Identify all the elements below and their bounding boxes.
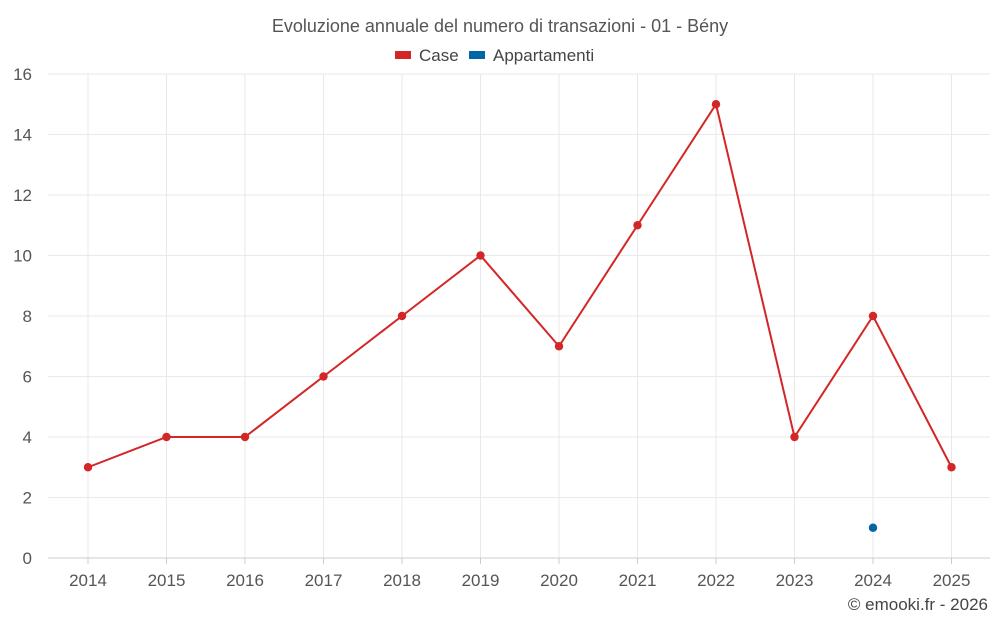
legend: Case Appartamenti [395, 46, 594, 65]
data-point-case-2015[interactable] [162, 432, 171, 442]
legend-swatch-case [395, 51, 411, 59]
x-tick-label: 2021 [619, 571, 657, 590]
y-tick-label: 10 [13, 247, 32, 266]
y-tick-label: 6 [23, 368, 32, 387]
data-point-case-2018[interactable] [397, 311, 407, 321]
x-tick-label: 2016 [226, 571, 264, 590]
data-point-case-2021[interactable] [633, 221, 642, 230]
data-point-case-2020[interactable] [554, 342, 564, 351]
legend-swatch-appartamenti [469, 51, 485, 59]
y-axis-ticks: 0 2 4 6 8 10 12 14 16 [13, 65, 32, 568]
legend-label-case: Case [419, 46, 459, 65]
y-tick-label: 8 [23, 307, 32, 326]
x-tick-label: 2015 [148, 571, 186, 590]
legend-item-case[interactable]: Case [395, 46, 459, 65]
series-line-case [87, 101, 953, 469]
y-tick-label: 14 [13, 126, 32, 145]
data-point-case-2023[interactable] [790, 432, 799, 442]
x-tick-label: 2014 [69, 571, 107, 590]
data-point-case-2025[interactable] [947, 463, 956, 472]
x-tick-label: 2017 [305, 571, 343, 590]
series-layer [83, 100, 956, 532]
x-tick-label: 2022 [697, 571, 735, 590]
legend-item-appartamenti[interactable]: Appartamenti [469, 46, 594, 65]
y-tick-label: 0 [23, 549, 32, 568]
x-axis-ticks: 2014 2015 2016 2017 2018 2019 2020 2021 2022 2023… [69, 558, 970, 590]
legend-label-appartamenti: Appartamenti [493, 46, 594, 65]
chart-title: Evoluzione annuale del numero di transaz… [272, 16, 728, 36]
x-tick-label: 2023 [776, 571, 814, 590]
data-point-appartamenti-2024[interactable] [868, 523, 878, 532]
x-tick-label: 2025 [933, 571, 971, 590]
data-point-case-2019[interactable] [476, 251, 485, 260]
x-tick-label: 2019 [462, 571, 500, 590]
x-tick-label: 2020 [540, 571, 578, 590]
y-tick-label: 12 [13, 186, 32, 205]
credit-text: © emooki.fr - 2026 [848, 595, 988, 614]
data-point-case-2024[interactable] [868, 311, 878, 321]
y-tick-label: 4 [23, 428, 32, 447]
grid [48, 73, 990, 558]
y-tick-label: 2 [23, 489, 32, 508]
data-point-case-2017[interactable] [319, 372, 328, 381]
y-tick-label: 16 [13, 65, 32, 84]
x-tick-label: 2018 [383, 571, 421, 590]
x-tick-label: 2024 [854, 571, 892, 590]
data-point-case-2022[interactable] [711, 100, 721, 109]
data-point-case-2014[interactable] [83, 463, 93, 472]
data-point-case-2016[interactable] [240, 432, 250, 442]
